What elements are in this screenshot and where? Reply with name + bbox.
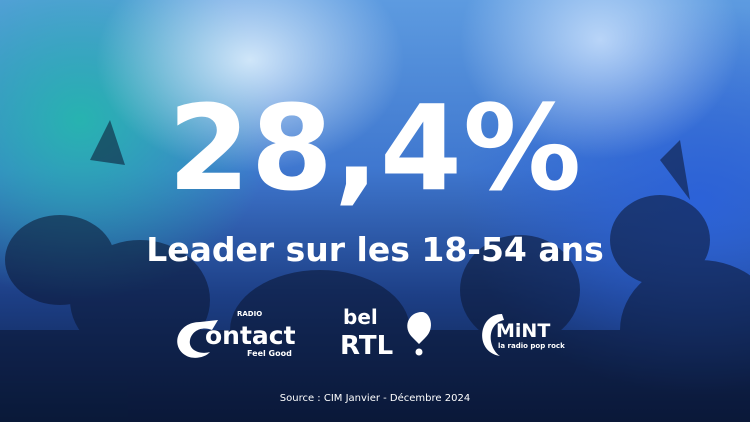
logo-top: bel <box>343 305 378 329</box>
headline: 28,4% <box>167 79 583 217</box>
logo-icon <box>415 348 423 356</box>
logo-contact: RADIO ontact Feel Good <box>177 310 296 358</box>
logo-icon <box>177 320 218 358</box>
logo-belrtl: bel RTL <box>340 305 432 361</box>
logo-icon <box>482 314 504 356</box>
logo-name: MiNT <box>496 320 550 342</box>
subtitle: Leader sur les 18-54 ans <box>146 230 604 269</box>
source-note: Source : CIM Janvier - Décembre 2024 <box>279 393 471 404</box>
logo-mint: MiNT la radio pop rock <box>482 314 565 356</box>
logo-icon <box>407 312 432 344</box>
logo-name: ontact <box>205 321 296 350</box>
logo-tagline: la radio pop rock <box>498 342 565 350</box>
logos: RADIO ontact Feel Good bel RTL MiNT la r… <box>177 305 565 361</box>
logo-name: RTL <box>340 331 393 361</box>
logo-tagline: Feel Good <box>247 349 292 358</box>
logo-top: RADIO <box>237 310 262 318</box>
